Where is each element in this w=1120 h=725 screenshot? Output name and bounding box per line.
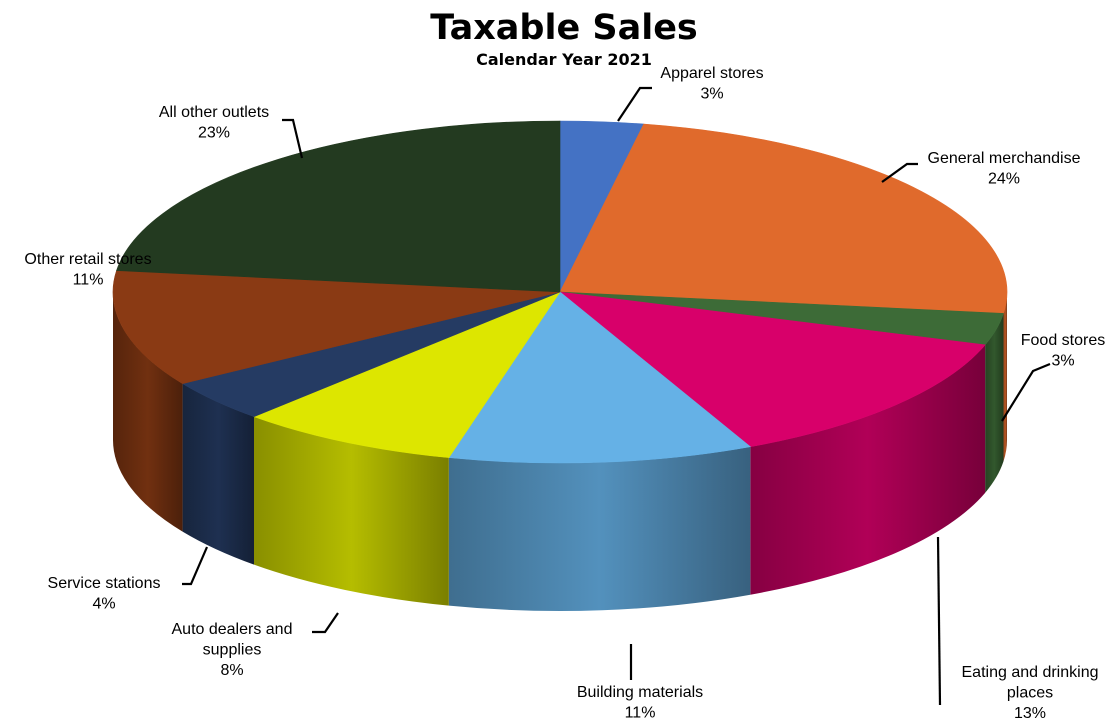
pie-side-building-materials <box>448 446 751 611</box>
pie-slice-eating-and-drinking-places <box>558 291 986 448</box>
pie-slice-other-retail-stores <box>112 270 561 384</box>
data-label-auto-dealers-and-supplies: Auto dealers and supplies 8% <box>172 621 293 679</box>
leader-line-food-stores <box>1001 362 1051 422</box>
data-label-apparel-stores: Apparel stores 3% <box>660 65 763 103</box>
pie-side-food-stores <box>985 313 1004 493</box>
leader-line-eating-and-drinking-places <box>936 536 942 706</box>
pie-slice-auto-dealers-and-supplies <box>253 291 561 458</box>
data-label-service-stations: Service stations 4% <box>48 575 161 613</box>
pie-sides <box>113 292 1007 611</box>
chart-subtitle: Calendar Year 2021 <box>476 50 652 69</box>
data-label-building-materials: Building materials 11% <box>577 684 703 722</box>
pie-side-auto-dealers-and-supplies <box>254 416 449 606</box>
leader-line-auto-dealers-and-supplies <box>312 612 339 634</box>
leader-line-service-stations <box>182 546 209 586</box>
data-label-other-retail-stores: Other retail stores 11% <box>24 251 151 289</box>
leader-line-apparel-stores <box>617 86 652 122</box>
data-label-general-merchandise: General merchandise 24% <box>928 150 1081 188</box>
pie-side-eating-and-drinking-places <box>750 344 986 595</box>
data-label-eating-and-drinking-places: Eating and drinking places 13% <box>962 664 1099 722</box>
pie-slice-all-other-outlets <box>116 120 561 293</box>
pie-tops <box>112 120 1008 464</box>
data-label-food-stores: Food stores 3% <box>1021 332 1105 370</box>
data-label-all-other-outlets: All other outlets 23% <box>159 104 269 142</box>
leader-line-all-other-outlets <box>282 118 304 159</box>
pie-side-general-merchandise <box>1003 292 1007 462</box>
leader-line-general-merchandise <box>881 162 918 183</box>
pie-slice-general-merchandise <box>559 123 1008 314</box>
chart-title: Taxable Sales <box>430 8 698 48</box>
pie-side-service-stations <box>182 383 255 565</box>
data-labels: Apparel stores 3% General merchandise 24% Fo… <box>24 65 1105 722</box>
pie-slice-building-materials <box>448 291 752 464</box>
pie-side-other-retail-stores <box>113 292 183 532</box>
leader-lines <box>182 86 1051 706</box>
